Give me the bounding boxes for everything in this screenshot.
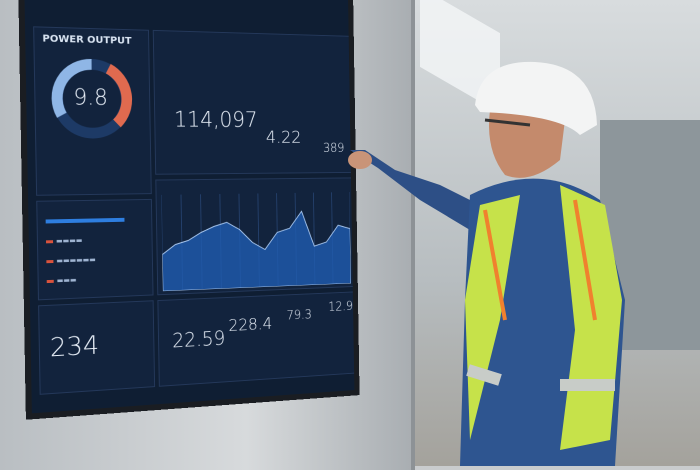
area-chart-panel bbox=[155, 177, 355, 296]
area-series bbox=[162, 210, 351, 292]
worker-face bbox=[489, 110, 565, 178]
safety-glasses bbox=[484, 118, 531, 127]
reflective-band bbox=[466, 364, 615, 391]
worker-arm bbox=[350, 150, 490, 230]
vest-orange-stripe bbox=[483, 199, 597, 321]
worker-hand bbox=[348, 151, 372, 169]
hard-hat bbox=[475, 61, 597, 135]
dashboard-screen[interactable]: POWER OUTPUT 9.8 ▬▬▬▬ ▬▬▬▬▬▬ ▬▬▬ 234 114… bbox=[18, 0, 360, 420]
area-chart bbox=[161, 192, 351, 292]
